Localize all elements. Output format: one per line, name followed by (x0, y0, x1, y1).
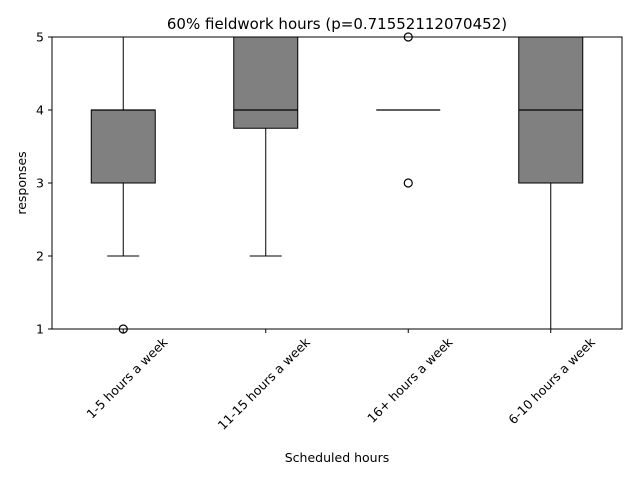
y-axis-label: responses (14, 151, 29, 214)
y-tick-label: 5 (36, 30, 44, 45)
y-tick-label: 1 (36, 322, 44, 337)
box-group (233, 36, 299, 257)
plot-area (90, 32, 584, 334)
plot-frame (51, 36, 623, 330)
iqr-box (90, 109, 156, 184)
outlier-point (403, 178, 413, 188)
iqr-box (233, 36, 299, 129)
y-tick-label: 3 (36, 176, 44, 191)
y-tick-label: 4 (36, 103, 44, 118)
y-tick-label: 2 (36, 249, 44, 264)
chart-title: 60% fieldwork hours (p=0.71552112070452) (167, 15, 507, 33)
box-group (518, 36, 584, 330)
y-axis-ticks: 1 2 3 4 5 (36, 30, 52, 337)
x-axis-label: Scheduled hours (285, 450, 390, 465)
box-group (376, 32, 441, 188)
